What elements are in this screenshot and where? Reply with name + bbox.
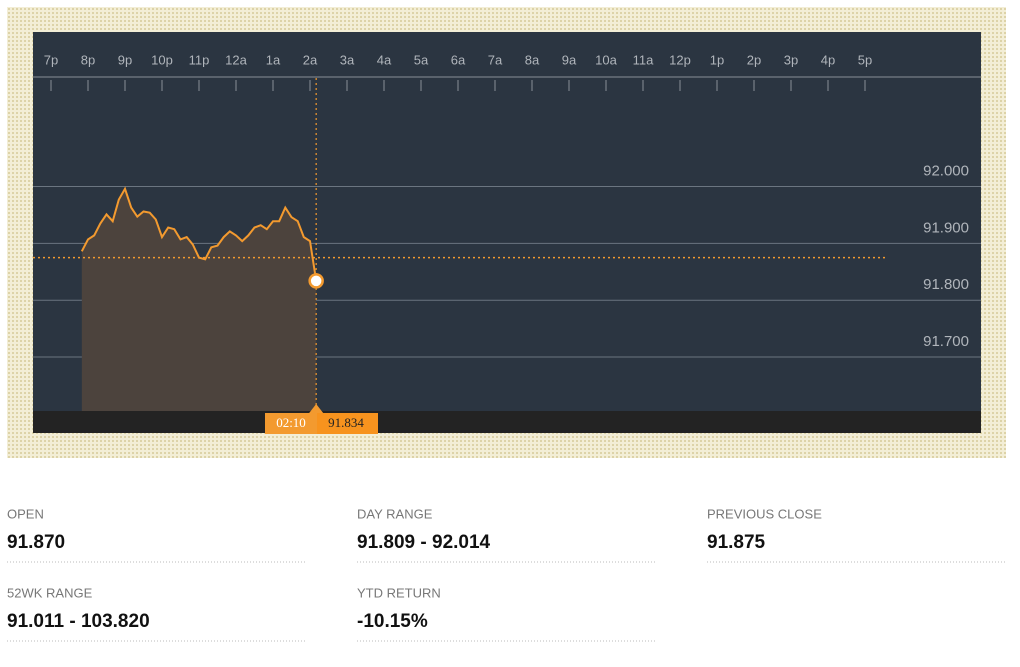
x-tick-label: 1p: [710, 52, 724, 67]
chart: 91.700 91.800 91.900 92.000 7p 8p 9p 10p 11p 12a 1…: [33, 52, 981, 434]
stats: OPEN 91.870 DAY RANGE 91.809 - 92.014 PREVIO…: [7, 506, 1007, 642]
y-tick-label: 91.900: [923, 219, 969, 236]
x-tick-label: 11p: [189, 52, 210, 67]
x-tick-label: 9a: [562, 52, 577, 67]
stat-label: YTD RETURN: [357, 585, 441, 600]
tooltip-pointer: [309, 404, 324, 413]
stat-value: 91.875: [707, 532, 766, 553]
stat-value: 91.870: [7, 532, 65, 553]
x-tick-label: 4a: [377, 52, 392, 67]
x-tick-label: 7p: [44, 52, 58, 67]
price-line: [80, 186, 318, 282]
stat-label: DAY RANGE: [357, 506, 433, 521]
x-tick-label: 2a: [303, 52, 318, 67]
tooltip-value-box: [317, 413, 378, 434]
x-tick-label: 3p: [784, 52, 798, 67]
stat-value: -10.15%: [357, 611, 428, 632]
x-tick-label: 8p: [81, 52, 95, 67]
tooltip-time-box: [265, 413, 317, 434]
x-tick-label: 3a: [340, 52, 355, 67]
x-tick-label: 11a: [633, 52, 654, 67]
x-tick-label: 2p: [747, 52, 761, 67]
tooltip-time: 02:10: [276, 415, 306, 430]
x-tick-label: 7a: [488, 52, 503, 67]
x-tick-label: 1a: [266, 52, 281, 67]
x-tick-label: 10a: [595, 52, 617, 67]
y-tick-label: 92.000: [923, 163, 969, 180]
x-tick-label: 12p: [669, 52, 691, 67]
stat-value: 91.809 - 92.014: [357, 532, 491, 553]
x-tick-label: 8a: [525, 52, 540, 67]
y-tick-label: 91.700: [923, 333, 969, 350]
stat-label: OPEN: [7, 506, 44, 521]
x-tick-label: 5p: [858, 52, 872, 67]
stat-label: 52WK RANGE: [7, 585, 93, 600]
x-tick-label: 9p: [118, 52, 132, 67]
x-tick-label: 4p: [821, 52, 835, 67]
time-strip: [33, 411, 981, 433]
x-tick-label: 10p: [151, 52, 173, 67]
x-tick-label: 12a: [225, 52, 247, 67]
area-fill: [81, 188, 317, 411]
stat-label: PREVIOUS CLOSE: [707, 506, 822, 521]
y-tick-label: 91.800: [923, 276, 969, 293]
current-point: [308, 273, 324, 289]
x-tick-label: 5a: [414, 52, 429, 67]
stat-value: 91.011 - 103.820: [7, 611, 150, 632]
tooltip-value: 91.834: [328, 415, 364, 430]
x-tick-label: 6a: [451, 52, 466, 67]
